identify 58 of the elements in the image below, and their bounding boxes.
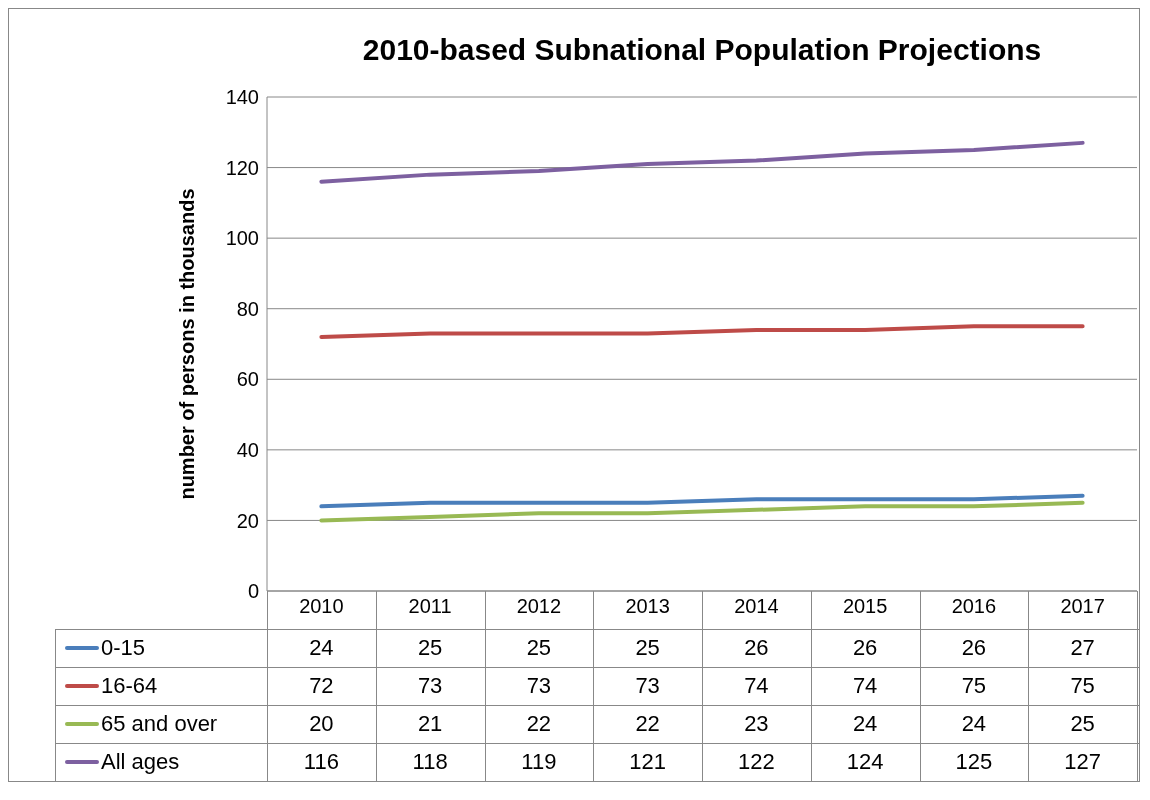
x-tick-label: 2016: [951, 595, 997, 618]
y-tick-label: 0: [247, 580, 259, 603]
data-label: 121: [628, 748, 667, 776]
data-label: 118: [411, 748, 449, 776]
x-tick-label: 2010: [299, 595, 344, 618]
x-tick-label: 2011: [408, 595, 452, 618]
data-label: 24: [851, 710, 879, 738]
data-label: 75: [960, 672, 988, 700]
data-label: 26: [960, 634, 988, 662]
data-label: 74: [851, 672, 879, 700]
y-axis-title: number of persons in thousands: [176, 188, 199, 500]
data-label: 23: [743, 710, 770, 738]
data-label: 73: [525, 672, 553, 700]
data-label: 26: [851, 634, 879, 662]
line-series: [319, 324, 1085, 339]
y-tick-label: 140: [225, 86, 259, 109]
data-label: 116: [302, 748, 340, 776]
legend-label: 65 and over: [101, 711, 218, 737]
legend-label: 16-64: [101, 673, 158, 699]
chart-title: 2010-based Subnational Population Projections: [361, 33, 1043, 67]
data-label: 25: [416, 634, 444, 662]
data-label: 73: [416, 672, 444, 700]
data-label: 72: [308, 672, 335, 700]
x-tick-label: 2013: [625, 595, 670, 618]
y-tick-label: 60: [236, 368, 259, 391]
line-series: [319, 493, 1085, 509]
data-label: 75: [1069, 672, 1096, 700]
y-tick-label: 80: [236, 297, 259, 320]
x-tick-label: 2015: [842, 595, 888, 618]
data-label: 25: [525, 634, 553, 662]
y-tick-label: 40: [236, 438, 259, 461]
data-label: 27: [1069, 634, 1096, 662]
legend-label: 0-15: [101, 635, 146, 661]
data-label: 22: [525, 710, 553, 738]
data-label: 22: [634, 710, 661, 738]
x-tick-label: 2014: [734, 595, 779, 618]
data-label: 25: [634, 634, 661, 662]
data-label: 25: [1069, 710, 1096, 738]
data-label: 21: [416, 710, 444, 738]
data-label: 127: [1063, 748, 1102, 776]
data-label: 24: [960, 710, 988, 738]
x-tick-label: 2017: [1060, 595, 1105, 618]
y-tick-label: 120: [225, 156, 259, 179]
x-tick-label: 2012: [516, 595, 562, 618]
y-tick-label: 20: [236, 509, 259, 532]
line-series: [319, 140, 1085, 184]
data-label: 73: [634, 672, 661, 700]
line-series: [319, 500, 1085, 523]
data-label: 20: [308, 710, 335, 738]
data-label: 24: [308, 634, 335, 662]
data-label: 125: [954, 748, 994, 776]
data-label: 74: [743, 672, 770, 700]
data-label: 26: [743, 634, 770, 662]
y-tick-label: 100: [225, 227, 259, 250]
data-label: 119: [520, 748, 558, 776]
data-label: 122: [737, 748, 776, 776]
data-label: 124: [845, 748, 885, 776]
legend-label: All ages: [101, 749, 180, 775]
